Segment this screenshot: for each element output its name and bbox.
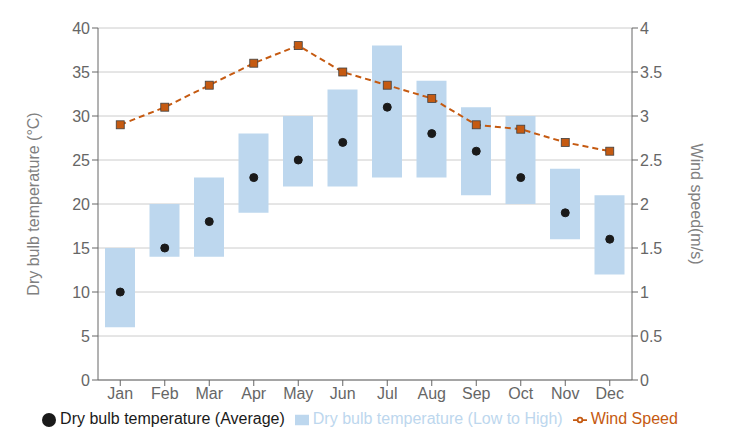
svg-text:0: 0 — [81, 372, 90, 389]
html-text:Wind Speed: Wind Speed — [590, 410, 678, 427]
svg-text:5: 5 — [81, 328, 90, 345]
svg-text:3.5: 3.5 — [640, 64, 662, 81]
svg-text:May: May — [283, 385, 313, 402]
svg-text:2.5: 2.5 — [640, 152, 662, 169]
svg-text:Wind speed(m/s): Wind speed(m/s) — [688, 144, 705, 265]
svg-text:Jul: Jul — [377, 385, 397, 402]
svg-text:4: 4 — [640, 20, 649, 37]
svg-text:Mar: Mar — [195, 385, 223, 402]
svg-text:0.5: 0.5 — [640, 328, 662, 345]
svg-text:Oct: Oct — [508, 385, 533, 402]
svg-text:Aug: Aug — [418, 385, 446, 402]
svg-text:20: 20 — [72, 196, 90, 213]
svg-text:1.5: 1.5 — [640, 240, 662, 257]
svg-text:3: 3 — [640, 108, 649, 125]
svg-text:0: 0 — [640, 372, 649, 389]
svg-text:Jan: Jan — [107, 385, 133, 402]
svg-text:15: 15 — [72, 240, 90, 257]
svg-text:Nov: Nov — [551, 385, 579, 402]
svg-text:40: 40 — [72, 20, 90, 37]
svg-text:Sep: Sep — [462, 385, 491, 402]
svg-text:25: 25 — [72, 152, 90, 169]
svg-text:Feb: Feb — [151, 385, 179, 402]
svg-text:10: 10 — [72, 284, 90, 301]
svg-text:Jun: Jun — [330, 385, 356, 402]
svg-text:Dry bulb temperature (°C): Dry bulb temperature (°C) — [25, 112, 42, 295]
svg-text:2: 2 — [640, 196, 649, 213]
svg-text:Dec: Dec — [596, 385, 624, 402]
svg-text:30: 30 — [72, 108, 90, 125]
html-text:Dry bulb temperature (Average): Dry bulb temperature (Average) — [60, 410, 285, 427]
html-text:Dry bulb temperature (Low to H: Dry bulb temperature (Low to High) — [312, 410, 563, 427]
svg-text:1: 1 — [640, 284, 649, 301]
svg-text:Apr: Apr — [241, 385, 267, 402]
svg-text:35: 35 — [72, 64, 90, 81]
